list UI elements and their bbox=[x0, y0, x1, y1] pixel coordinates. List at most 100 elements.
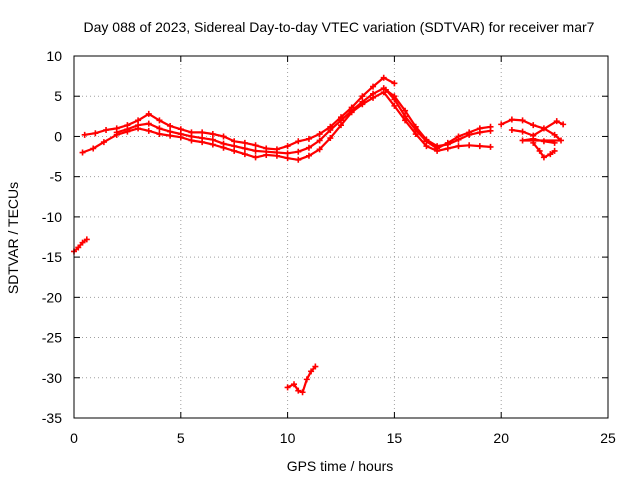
data-point bbox=[455, 133, 462, 140]
series-trace bbox=[115, 87, 492, 155]
chart-title: Day 088 of 2023, Sidereal Day-to-day VTE… bbox=[84, 19, 595, 35]
data-point bbox=[295, 148, 302, 155]
data-point bbox=[402, 107, 409, 114]
data-point bbox=[156, 117, 163, 124]
x-tick-label: 0 bbox=[70, 430, 78, 446]
y-tick-label: -10 bbox=[42, 209, 62, 225]
data-point bbox=[103, 127, 110, 134]
data-point bbox=[547, 151, 554, 158]
x-tick-label: 10 bbox=[280, 430, 296, 446]
data-point bbox=[81, 131, 88, 138]
data-point bbox=[370, 83, 377, 90]
data-point bbox=[444, 139, 451, 146]
data-point bbox=[284, 384, 291, 391]
data-point bbox=[241, 145, 248, 152]
data-point bbox=[79, 149, 86, 156]
series-trace bbox=[384, 88, 492, 150]
y-tick-label: 5 bbox=[54, 88, 62, 104]
x-tick-label: 5 bbox=[177, 430, 185, 446]
data-point bbox=[519, 137, 526, 144]
data-point bbox=[135, 122, 142, 129]
series-midday-outlier bbox=[284, 363, 319, 396]
series-trace bbox=[510, 120, 565, 137]
x-tick-label: 20 bbox=[493, 430, 509, 446]
series-trace bbox=[83, 76, 396, 151]
data-point bbox=[466, 142, 473, 149]
data-series bbox=[71, 74, 567, 396]
data-point bbox=[412, 127, 419, 134]
series-early-outlier bbox=[71, 236, 90, 255]
data-point bbox=[540, 154, 547, 161]
data-point bbox=[423, 138, 430, 145]
data-point bbox=[391, 102, 398, 109]
data-point bbox=[273, 149, 280, 156]
data-point bbox=[252, 142, 259, 149]
data-point bbox=[252, 154, 259, 161]
data-point bbox=[391, 96, 398, 103]
data-point bbox=[220, 140, 227, 147]
data-point bbox=[530, 139, 537, 146]
data-point bbox=[156, 125, 163, 132]
grid-lines bbox=[74, 56, 608, 418]
data-point bbox=[551, 147, 558, 154]
data-point bbox=[391, 80, 398, 87]
data-point bbox=[338, 117, 344, 124]
data-point bbox=[560, 121, 567, 128]
data-point bbox=[295, 156, 302, 163]
series-trace bbox=[81, 91, 492, 161]
data-point bbox=[79, 239, 86, 246]
data-point bbox=[308, 368, 315, 375]
data-point bbox=[508, 116, 515, 123]
y-tick-label: 0 bbox=[54, 128, 62, 144]
data-point bbox=[530, 122, 537, 129]
data-point bbox=[199, 135, 206, 142]
data-point bbox=[220, 133, 227, 140]
y-tick-label: -20 bbox=[42, 289, 62, 305]
data-point bbox=[263, 148, 270, 155]
data-point bbox=[305, 135, 312, 142]
data-point bbox=[145, 120, 152, 127]
data-point bbox=[145, 127, 152, 134]
data-point bbox=[83, 236, 90, 243]
data-point bbox=[177, 131, 184, 138]
x-axis-label: GPS time / hours bbox=[287, 458, 394, 474]
data-point bbox=[508, 127, 515, 134]
data-point bbox=[90, 145, 97, 152]
y-tick-label: -30 bbox=[42, 370, 62, 386]
data-point bbox=[476, 143, 483, 150]
data-point bbox=[209, 136, 216, 143]
data-point bbox=[252, 147, 259, 154]
y-tick-label: -15 bbox=[42, 249, 62, 265]
data-point bbox=[241, 139, 248, 146]
data-point bbox=[316, 131, 323, 138]
y-axis-label: SDTVAR / TECUs bbox=[5, 182, 21, 294]
data-point bbox=[348, 107, 355, 114]
data-point bbox=[284, 150, 291, 157]
data-point bbox=[291, 381, 298, 388]
data-point bbox=[156, 131, 163, 138]
series-main-lower bbox=[79, 89, 494, 163]
y-tick-label: 10 bbox=[46, 48, 62, 64]
series-evening-drop bbox=[530, 139, 558, 161]
data-point bbox=[327, 135, 334, 142]
y-tick-label: -25 bbox=[42, 330, 62, 346]
data-point bbox=[167, 122, 174, 129]
data-point bbox=[299, 389, 306, 396]
y-tick-label: -5 bbox=[50, 169, 63, 185]
series-late-arc bbox=[382, 86, 494, 152]
data-point bbox=[295, 138, 302, 145]
data-point bbox=[303, 376, 310, 383]
data-point bbox=[284, 143, 291, 150]
series-trace bbox=[72, 238, 88, 253]
data-point bbox=[113, 129, 120, 136]
data-point bbox=[551, 139, 558, 146]
x-axis-ticks: 0 5 10 15 20 25 bbox=[70, 56, 616, 446]
data-point bbox=[75, 244, 82, 251]
data-point bbox=[231, 143, 238, 150]
data-point bbox=[327, 127, 334, 134]
data-point bbox=[316, 137, 323, 144]
data-point bbox=[558, 137, 565, 144]
data-point bbox=[382, 86, 389, 93]
data-point bbox=[476, 125, 483, 132]
data-point bbox=[359, 98, 366, 105]
